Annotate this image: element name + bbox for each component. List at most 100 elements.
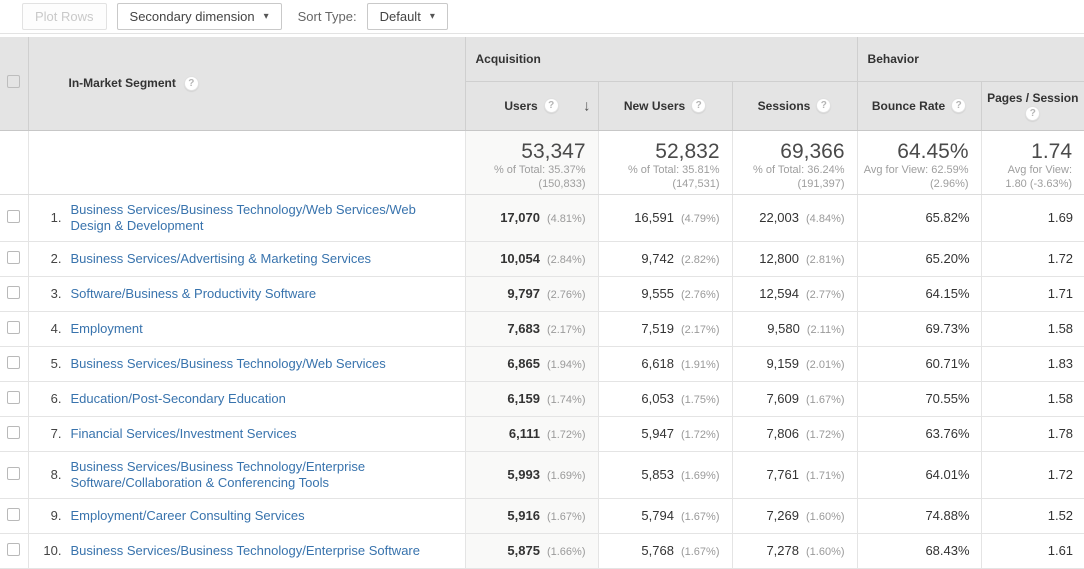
sessions-cell: 12,594 (2.77%) [731, 276, 858, 312]
segment-link[interactable]: Financial Services/Investment Services [70, 425, 297, 441]
sessions-cell: 7,806 (1.72%) [731, 416, 858, 452]
users-cell: 5,875 (1.66%) [464, 533, 598, 569]
help-icon[interactable]: ? [691, 98, 707, 113]
row-checkbox[interactable] [7, 320, 21, 334]
pages-session-cell: 1.78 [980, 416, 1084, 452]
row-checkbox[interactable] [7, 390, 21, 404]
pages-session-cell: 1.58 [980, 381, 1084, 417]
group-header-behavior: Behavior [856, 37, 1084, 82]
segment-link[interactable]: Employment [70, 320, 143, 336]
new-users-cell: 6,053 (1.75%) [597, 381, 732, 417]
users-cell: 17,070 (4.81%) [464, 194, 598, 242]
row-checkbox[interactable] [7, 466, 21, 480]
table-row: 2. Business Services/Advertising & Market… [0, 241, 1084, 277]
plot-rows-button[interactable]: Plot Rows [22, 3, 107, 30]
users-cell: 9,797 (2.76%) [464, 276, 598, 312]
pages-session-cell: 1.83 [980, 346, 1084, 382]
bounce-rate-cell: 65.20% [856, 241, 982, 277]
column-header-sessions[interactable]: Sessions ? [731, 81, 858, 131]
row-index: 5. [50, 356, 62, 371]
column-header-in-market-segment[interactable]: In-Market Segment ? [27, 37, 465, 131]
pages-session-label: Pages / Session [987, 90, 1079, 105]
row-checkbox[interactable] [7, 285, 21, 299]
bounce-rate-cell: 64.15% [856, 276, 982, 312]
sessions-label: Sessions [757, 98, 811, 113]
row-checkbox[interactable] [7, 250, 21, 264]
new-users-cell: 9,742 (2.82%) [597, 241, 732, 277]
sessions-cell: 9,159 (2.01%) [731, 346, 858, 382]
column-header-new-users[interactable]: New Users ? [597, 81, 732, 131]
pages-session-cell: 1.71 [980, 276, 1084, 312]
segment-link[interactable]: Software/Business & Productivity Softwar… [70, 285, 317, 301]
users-cell: 10,054 (2.84%) [464, 241, 598, 277]
bounce-rate-cell: 60.71% [856, 346, 982, 382]
totals-bounce-rate: 64.45% Avg for View: 62.59% (2.96%) [856, 130, 982, 195]
row-checkbox[interactable] [7, 507, 21, 521]
caret-down-icon: ▾ [263, 10, 269, 22]
pages-session-cell: 1.61 [980, 533, 1084, 569]
help-icon[interactable]: ? [183, 75, 199, 91]
caret-down-icon: ▾ [429, 10, 435, 22]
row-index: 3. [50, 286, 62, 301]
totals-new-users-value: 52,832 [655, 139, 720, 163]
table-row: 5. Business Services/Business Technology/… [0, 346, 1084, 382]
help-icon[interactable]: ? [543, 98, 559, 113]
totals-users: 53,347 % of Total: 35.37% (150,833) [464, 130, 598, 195]
pages-session-cell: 1.72 [980, 241, 1084, 277]
segment-link[interactable]: Business Services/Advertising & Marketin… [70, 250, 372, 266]
table-row: 8. Business Services/Business Technology/… [0, 451, 1084, 499]
report-table: In-Market Segment ? Acquisition Behavior… [0, 37, 1084, 569]
bounce-rate-cell: 74.88% [856, 498, 982, 534]
table-row: 10. Business Services/Business Technology… [0, 533, 1084, 569]
sessions-cell: 7,278 (1.60%) [731, 533, 858, 569]
column-header-users[interactable]: Users ? ↓ [464, 81, 598, 131]
help-icon[interactable]: ? [816, 98, 832, 113]
sort-type-dropdown[interactable]: Default ▾ [366, 3, 448, 30]
new-users-label: New Users [623, 98, 686, 113]
segment-link[interactable]: Employment/Career Consulting Services [70, 507, 305, 523]
totals-row: 53,347 % of Total: 35.37% (150,833) 52,8… [0, 130, 1084, 195]
users-label: Users [504, 98, 538, 113]
users-cell: 6,865 (1.94%) [464, 346, 598, 382]
row-index: 6. [50, 391, 62, 406]
help-icon[interactable]: ? [951, 98, 967, 113]
row-index: 7. [50, 426, 62, 441]
select-all-cell [0, 37, 28, 131]
row-checkbox[interactable] [7, 355, 21, 369]
secondary-dimension-dropdown[interactable]: Secondary dimension ▾ [116, 3, 282, 30]
table-row: 3. Software/Business & Productivity Softw… [0, 276, 1084, 312]
segment-link[interactable]: Business Services/Business Technology/En… [70, 542, 421, 558]
row-checkbox[interactable] [7, 425, 21, 439]
row-index: 4. [50, 321, 62, 336]
new-users-cell: 5,853 (1.69%) [597, 451, 732, 499]
row-checkbox[interactable] [7, 542, 21, 556]
new-users-cell: 6,618 (1.91%) [597, 346, 732, 382]
column-header-bounce-rate[interactable]: Bounce Rate ? [856, 81, 982, 131]
bounce-rate-label: Bounce Rate [871, 98, 946, 113]
row-checkbox[interactable] [7, 209, 21, 223]
table-row: 9. Employment/Career Consulting Services … [0, 498, 1084, 534]
column-header-pages-session[interactable]: Pages / Session ? [980, 81, 1084, 131]
totals-pages-session: 1.74 Avg for View: 1.80 (-3.63%) [980, 130, 1084, 195]
pages-session-cell: 1.58 [980, 311, 1084, 347]
sessions-cell: 7,609 (1.67%) [731, 381, 858, 417]
totals-sessions: 69,366 % of Total: 36.24% (191,397) [731, 130, 858, 195]
bounce-rate-cell: 64.01% [856, 451, 982, 499]
sessions-cell: 7,761 (1.71%) [731, 451, 858, 499]
segment-link[interactable]: Business Services/Business Technology/We… [70, 355, 386, 371]
new-users-cell: 16,591 (4.79%) [597, 194, 732, 242]
totals-new-users: 52,832 % of Total: 35.81% (147,531) [597, 130, 732, 195]
segment-link[interactable]: Business Services/Business Technology/We… [70, 201, 416, 233]
new-users-cell: 5,768 (1.67%) [597, 533, 732, 569]
bounce-rate-cell: 65.82% [856, 194, 982, 242]
segment-link[interactable]: Education/Post-Secondary Education [70, 390, 286, 406]
new-users-cell: 7,519 (2.17%) [597, 311, 732, 347]
help-icon[interactable]: ? [1025, 105, 1041, 121]
row-index: 9. [50, 508, 62, 523]
pages-session-cell: 1.72 [980, 451, 1084, 499]
select-all-checkbox[interactable] [7, 75, 21, 89]
sessions-cell: 7,269 (1.60%) [731, 498, 858, 534]
row-index: 10. [43, 543, 62, 558]
segment-link[interactable]: Business Services/Business Technology/En… [70, 458, 366, 490]
table-row: 7. Financial Services/Investment Services… [0, 416, 1084, 452]
